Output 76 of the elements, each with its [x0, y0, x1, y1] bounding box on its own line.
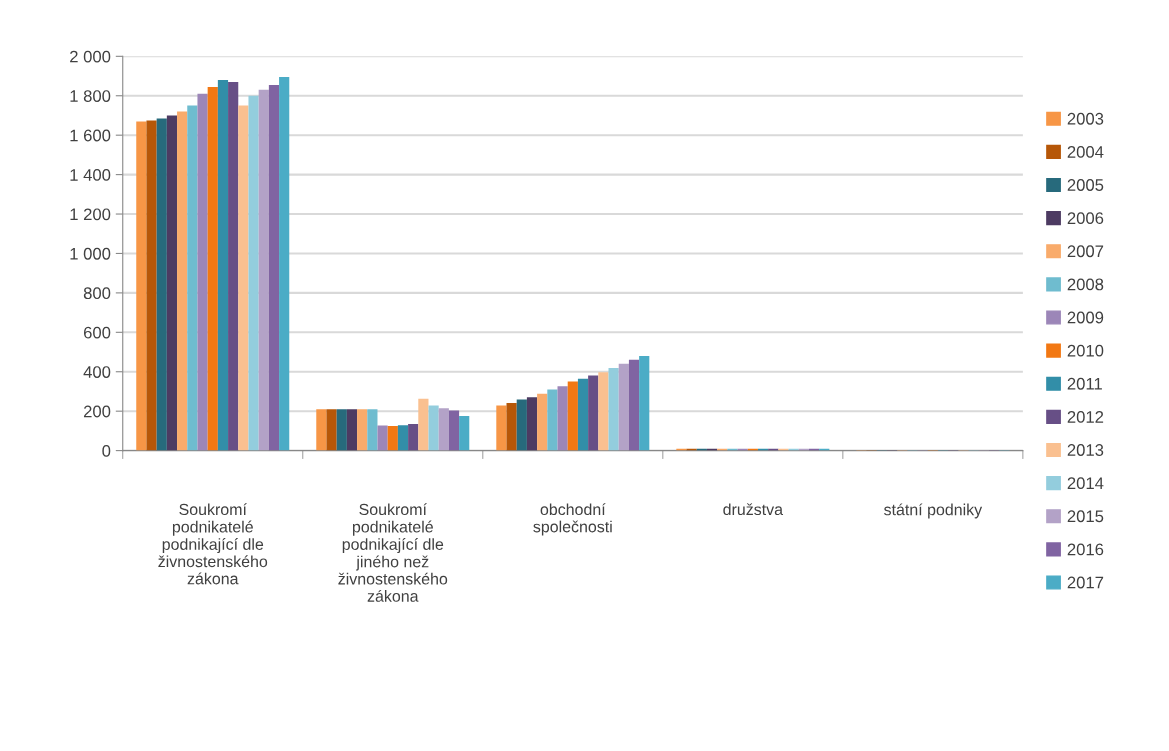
legend-label: 2006 [1067, 212, 1104, 225]
bar [537, 393, 548, 451]
legend-label: 2005 [1067, 179, 1104, 191]
y-tick-label: 800 [83, 287, 111, 300]
bar [166, 115, 178, 451]
bar [516, 399, 527, 451]
legend-label: 2010 [1067, 344, 1104, 357]
bar [177, 111, 188, 451]
y-tick-label: 1 400 [70, 169, 111, 181]
bar [608, 368, 619, 451]
x-tick-label: Soukromí podnikatelé podnikající dle jiného než živnostenského zákona [338, 503, 448, 602]
bar [248, 95, 259, 451]
x-tick-label: Soukromí podnikatelé podnikající dle živnostenského zákona [158, 503, 268, 585]
y-tick-label: 0 [102, 445, 111, 457]
y-tick-label: 1 200 [70, 208, 111, 221]
bar [156, 118, 167, 451]
y-tick-label: 1 600 [70, 129, 111, 142]
bar [496, 405, 507, 451]
legend-label: 2009 [1067, 311, 1104, 324]
y-tick-label: 1 000 [70, 247, 111, 260]
bar [618, 363, 629, 451]
bar [258, 89, 269, 451]
bar [336, 409, 347, 451]
bar [187, 105, 198, 451]
y-tick-label: 2 000 [70, 50, 111, 63]
bar [279, 77, 290, 451]
y-tick-label: 600 [83, 326, 111, 339]
bar [207, 86, 218, 451]
bar [547, 389, 558, 451]
bar [316, 409, 327, 451]
y-tick-label: 400 [83, 366, 111, 378]
y-tick-label: 1 800 [70, 90, 111, 102]
legend-label: 2004 [1067, 146, 1104, 158]
y-tick-label: 200 [83, 405, 111, 418]
bar [326, 409, 337, 451]
legend-label: 2017 [1067, 576, 1104, 589]
bar [628, 359, 640, 451]
bar [346, 409, 358, 451]
legend-label: 2008 [1067, 278, 1104, 291]
legend-label: 2015 [1067, 510, 1104, 523]
bar [238, 105, 249, 451]
bar [557, 386, 568, 451]
bar [526, 397, 538, 451]
bar [377, 425, 388, 451]
bar [197, 93, 208, 451]
bar [567, 381, 578, 451]
x-tick-label: obchodní společnosti [533, 503, 612, 536]
legend-label: 2013 [1067, 444, 1104, 456]
bar [367, 409, 378, 451]
x-tick-label: státní podniky [884, 503, 983, 519]
bar [146, 120, 157, 451]
legend-label: 2011 [1067, 377, 1102, 390]
bar [588, 375, 599, 451]
bar [387, 425, 398, 451]
bar [217, 79, 229, 451]
bar [598, 372, 609, 451]
bar [418, 398, 429, 451]
bar [448, 410, 460, 451]
bar [136, 121, 147, 451]
bar [357, 409, 368, 451]
bar [639, 355, 650, 451]
legend-label: 2014 [1067, 477, 1104, 490]
x-tick-label: družstva [723, 503, 784, 516]
bar [506, 402, 517, 451]
bar [228, 81, 239, 451]
bar [438, 408, 449, 451]
bar [408, 423, 419, 451]
legend-label: 2007 [1067, 245, 1104, 258]
legend-label: 2003 [1067, 112, 1104, 125]
bar [268, 84, 280, 451]
bar [459, 416, 470, 451]
legend-label: 2012 [1067, 411, 1104, 423]
bar [397, 425, 409, 451]
bar [577, 378, 589, 451]
legend-label: 2016 [1067, 543, 1104, 556]
bar [428, 405, 439, 451]
